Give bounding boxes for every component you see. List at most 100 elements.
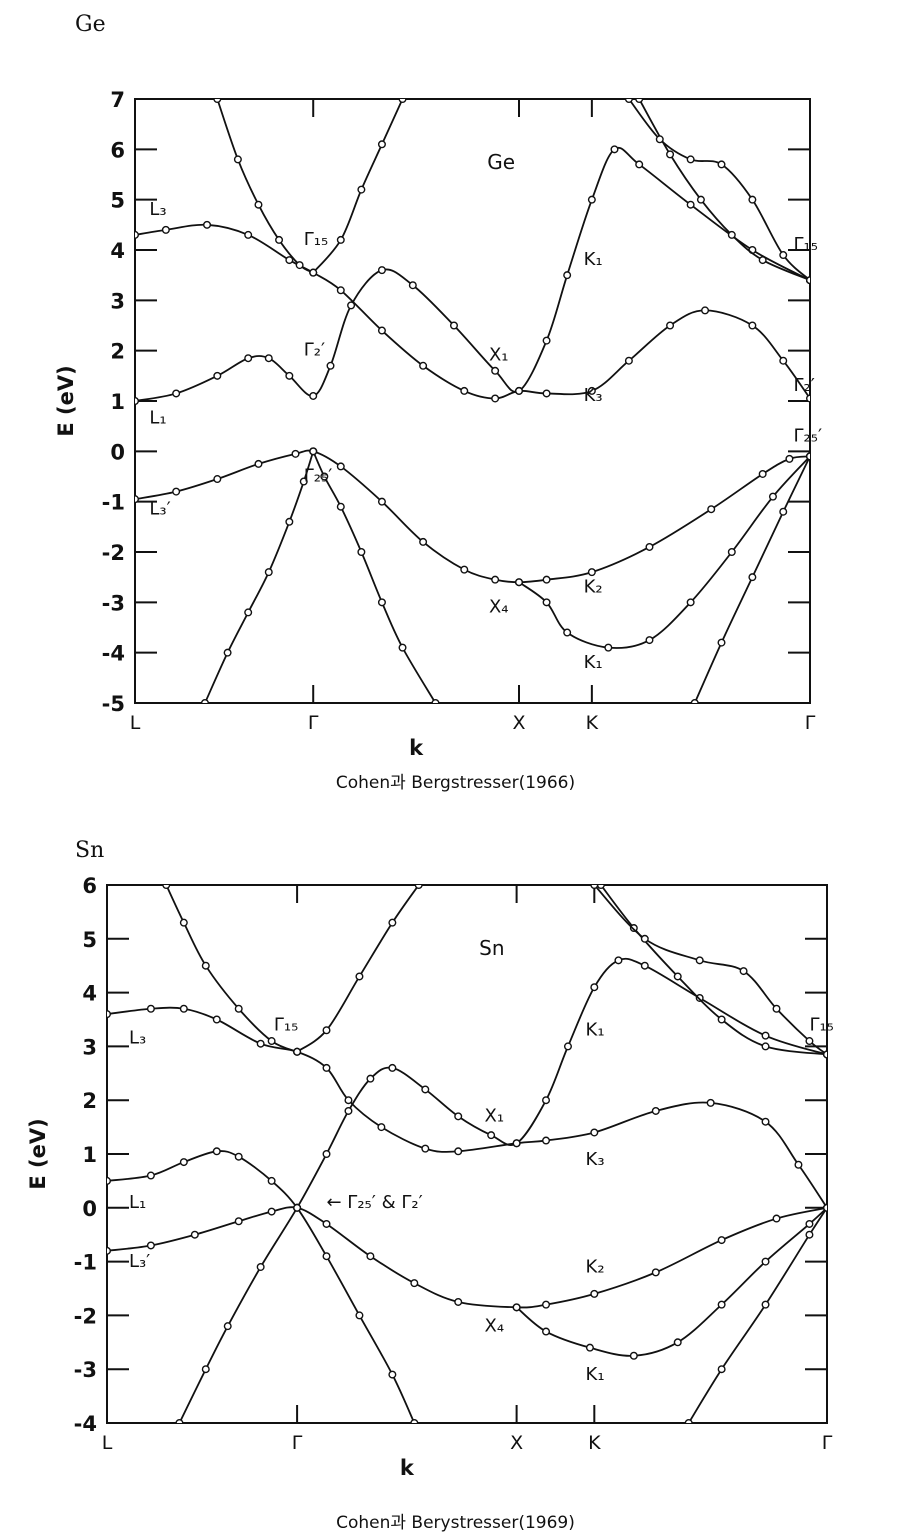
band-point — [805, 1230, 814, 1239]
x-tick-label: Γ — [822, 1432, 833, 1454]
band-point — [587, 195, 596, 204]
x-tick-label: Γ — [292, 1432, 303, 1454]
band-point — [805, 1037, 814, 1046]
band-point — [673, 972, 682, 981]
band-point — [264, 568, 273, 577]
y-tick-label: 2 — [82, 1089, 97, 1113]
band-label: Γ₁₅ — [809, 1014, 833, 1035]
y-axis-label: E (eV) — [54, 365, 78, 436]
band-point — [690, 699, 699, 703]
band-point — [563, 1042, 572, 1051]
band-point — [146, 1004, 155, 1013]
inner-panel-label: Ge — [487, 150, 515, 174]
band-point — [823, 1203, 827, 1212]
band-point — [234, 1152, 243, 1161]
band-point — [590, 885, 599, 889]
band-label: K₃ — [586, 1149, 605, 1170]
band-point — [344, 1106, 353, 1115]
band-label: K₃ — [584, 385, 603, 406]
y-tick-label: 1 — [82, 1143, 97, 1167]
band-point — [201, 1365, 210, 1374]
band-label: Γ₂′ — [794, 375, 815, 396]
band-point — [146, 1171, 155, 1180]
band-point — [794, 1160, 803, 1169]
band-point — [684, 1419, 693, 1423]
y-tick-label: -5 — [102, 692, 125, 716]
band-point — [596, 885, 605, 889]
band-point — [515, 386, 524, 395]
band-point — [234, 1217, 243, 1226]
band-point — [512, 1303, 521, 1312]
band-point — [285, 517, 294, 526]
y-tick-label: 7 — [110, 88, 125, 112]
band-point — [336, 462, 345, 471]
band-label: K₁ — [586, 1364, 605, 1385]
band-point — [655, 135, 664, 144]
band-point — [254, 200, 263, 209]
band-point — [213, 99, 222, 103]
y-tick-label: -3 — [74, 1358, 97, 1382]
band-G15-right — [296, 885, 420, 1053]
band-point — [666, 321, 675, 330]
band-point — [398, 99, 407, 103]
band-point — [377, 598, 386, 607]
band-point — [635, 160, 644, 169]
band-point — [761, 1300, 770, 1309]
sn-caption: Cohen과 Berystresser(1969) — [336, 1513, 575, 1533]
band-point — [696, 195, 705, 204]
band-point — [172, 389, 181, 398]
band-point — [645, 636, 654, 645]
inner-panel-label: Sn — [479, 936, 504, 960]
band-point — [107, 1010, 111, 1019]
band-point — [377, 326, 386, 335]
band-point — [410, 1419, 419, 1423]
band-point — [357, 548, 366, 557]
band-point — [179, 918, 188, 927]
y-tick-label: 5 — [82, 928, 97, 952]
band-point — [309, 391, 318, 400]
band-point — [388, 1370, 397, 1379]
y-tick-label: -2 — [102, 541, 125, 565]
band-point — [293, 1203, 302, 1212]
band-point — [748, 195, 757, 204]
band-point — [585, 1343, 594, 1352]
band-point — [107, 1176, 111, 1185]
band-point — [651, 1268, 660, 1277]
band-point — [542, 575, 551, 584]
y-tick-label: 0 — [82, 1197, 97, 1221]
y-tick-label: 3 — [110, 289, 125, 313]
band-point — [336, 502, 345, 511]
band-point — [357, 185, 366, 194]
band-point — [761, 1042, 770, 1051]
band-point — [299, 477, 308, 486]
band-point — [449, 321, 458, 330]
band-label: Γ₁₅ — [794, 234, 818, 255]
x-tick-label: Γ — [308, 712, 319, 734]
band-KG-upper-a — [600, 885, 827, 1056]
y-tick-label: 4 — [82, 982, 97, 1006]
band-point — [563, 628, 572, 637]
band-point — [460, 565, 469, 574]
y-tick-label: 6 — [110, 138, 125, 162]
band-point — [717, 160, 726, 169]
x-tick-label: K — [586, 712, 599, 734]
x-tick-label: Γ — [805, 712, 816, 734]
band-point — [624, 356, 633, 365]
band-point — [772, 1004, 781, 1013]
band-point — [213, 371, 222, 380]
band-point — [146, 1241, 155, 1250]
band-point — [179, 1158, 188, 1167]
band-label: Γ₁₅ — [304, 229, 328, 250]
band-point — [727, 230, 736, 239]
band-point — [512, 1139, 521, 1148]
band-point — [388, 918, 397, 927]
y-tick-label: 2 — [110, 340, 125, 364]
band-point — [717, 1365, 726, 1374]
y-tick-label: -1 — [74, 1251, 97, 1275]
band-label: L₁ — [129, 1192, 146, 1213]
band-point — [267, 1037, 276, 1046]
band-point — [421, 1085, 430, 1094]
band-point — [366, 1252, 375, 1261]
band-label: K₁ — [586, 1020, 605, 1041]
band-point — [590, 983, 599, 992]
